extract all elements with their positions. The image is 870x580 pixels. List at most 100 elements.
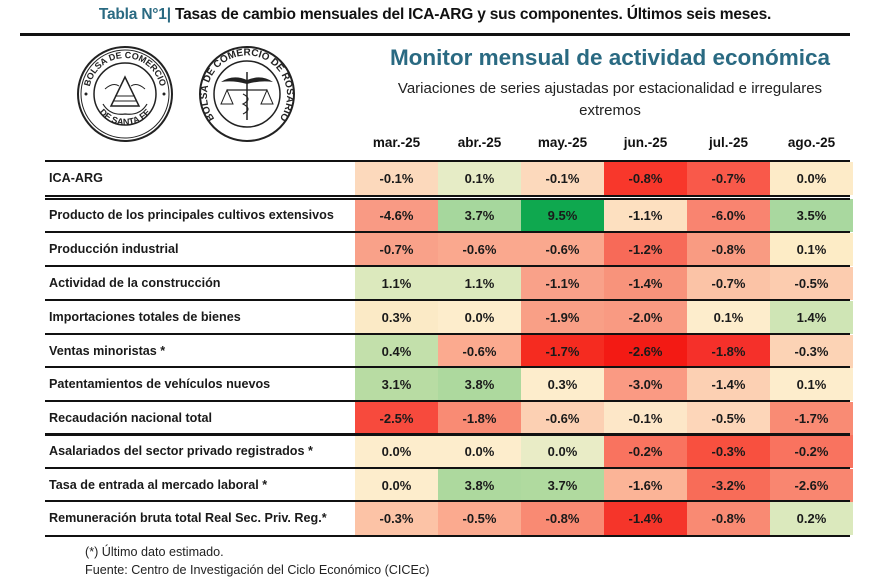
santa-fe-seal-logo: BOLSA DE COMERCIO DE SANTA FE bbox=[77, 46, 173, 142]
svg-text:BOLSA DE COMERCIO: BOLSA DE COMERCIO bbox=[82, 50, 168, 87]
value-cell: 1.1% bbox=[438, 267, 521, 300]
value-cell: -1.4% bbox=[604, 502, 687, 535]
row-divider bbox=[45, 500, 850, 502]
value-cell: 9.5% bbox=[521, 199, 604, 232]
value-cell: -3.0% bbox=[604, 368, 687, 401]
table-row: Actividad de la construcción 1.1% 1.1% -1.1… bbox=[45, 267, 853, 300]
source-note: Fuente: Centro de Investigación del Cicl… bbox=[85, 563, 430, 577]
column-header-may: may.-25 bbox=[537, 135, 588, 150]
value-cell: 3.5% bbox=[770, 199, 853, 232]
value-cell: -0.2% bbox=[770, 435, 853, 468]
value-cell: -1.4% bbox=[604, 267, 687, 300]
value-cell: 0.0% bbox=[355, 435, 438, 468]
row-label: Patentamientos de vehículos nuevos bbox=[49, 377, 271, 391]
row-divider bbox=[45, 231, 850, 233]
value-cell: 1.4% bbox=[770, 301, 853, 334]
value-cell: 1.1% bbox=[355, 267, 438, 300]
value-cell: -0.5% bbox=[770, 267, 853, 300]
table-row: Tasa de entrada al mercado laboral * 0.0%… bbox=[45, 469, 853, 502]
value-cell: -1.1% bbox=[604, 199, 687, 232]
value-cell: -2.5% bbox=[355, 402, 438, 435]
value-cell: -0.8% bbox=[687, 502, 770, 535]
value-cell: -2.6% bbox=[770, 469, 853, 502]
value-cell: 0.0% bbox=[770, 162, 853, 195]
table-row: ICA-ARG -0.1% 0.1% -0.1% -0.8% -0.7% 0.0% bbox=[45, 162, 853, 195]
value-cell: -0.7% bbox=[687, 267, 770, 300]
value-cell: -0.3% bbox=[687, 435, 770, 468]
column-header-ago: ago.-25 bbox=[787, 135, 836, 150]
value-cell: 0.0% bbox=[438, 435, 521, 468]
column-headers: mar.-25 abr.-25 may.-25 jun.-25 jul.-25 … bbox=[355, 135, 855, 155]
row-divider bbox=[45, 433, 850, 436]
row-divider bbox=[45, 535, 850, 537]
row-label: Actividad de la construcción bbox=[49, 276, 221, 290]
value-cell: -1.4% bbox=[687, 368, 770, 401]
value-cell: -0.3% bbox=[770, 335, 853, 368]
table-number: Tabla N°1| bbox=[98, 6, 171, 23]
footnote: (*) Último dato estimado. bbox=[85, 545, 224, 559]
value-cell: -0.6% bbox=[438, 233, 521, 266]
row-divider bbox=[45, 198, 850, 200]
row-label: Asalariados del sector privado registrad… bbox=[49, 444, 313, 458]
value-cell: -0.1% bbox=[355, 162, 438, 195]
column-header-mar: mar.-25 bbox=[372, 135, 421, 150]
value-cell: -0.1% bbox=[604, 402, 687, 435]
value-cell: 0.3% bbox=[521, 368, 604, 401]
row-divider bbox=[45, 265, 850, 267]
row-label: Producción industrial bbox=[49, 242, 179, 256]
table-row: Ventas minoristas * 0.4% -0.6% -1.7% -2.6% -1… bbox=[45, 335, 853, 368]
row-label: Ventas minoristas * bbox=[49, 344, 166, 358]
value-cell: -0.8% bbox=[604, 162, 687, 195]
rosario-seal-logo: BOLSA DE COMERCIO DE ROSARIO bbox=[199, 46, 295, 142]
value-cell: 0.1% bbox=[770, 233, 853, 266]
monitor-title: Monitor mensual de actividad económica bbox=[389, 45, 831, 70]
value-cell: 3.1% bbox=[355, 368, 438, 401]
table-row: Patentamientos de vehículos nuevos 3.1% 3.… bbox=[45, 368, 853, 401]
value-cell: 0.0% bbox=[521, 435, 604, 468]
value-cell: 0.1% bbox=[438, 162, 521, 195]
value-cell: 0.1% bbox=[770, 368, 853, 401]
value-cell: -0.8% bbox=[521, 502, 604, 535]
value-cell: 3.8% bbox=[438, 368, 521, 401]
value-cell: -3.2% bbox=[687, 469, 770, 502]
table-caption-text: Tasas de cambio mensuales del ICA-ARG y … bbox=[170, 6, 772, 23]
value-cell: -1.2% bbox=[604, 233, 687, 266]
top-rule bbox=[20, 33, 850, 36]
value-cell: -0.7% bbox=[355, 233, 438, 266]
value-cell: -0.1% bbox=[521, 162, 604, 195]
value-cell: -0.6% bbox=[438, 335, 521, 368]
row-divider bbox=[45, 400, 850, 402]
column-header-jul: jul.-25 bbox=[708, 135, 748, 150]
monitor-subtitle-line2: extremos bbox=[579, 102, 641, 119]
value-cell: 0.4% bbox=[355, 335, 438, 368]
value-cell: -1.9% bbox=[521, 301, 604, 334]
value-cell: 0.3% bbox=[355, 301, 438, 334]
table-row: Importaciones totales de bienes 0.3% 0.0% -… bbox=[45, 301, 853, 334]
value-cell: -1.7% bbox=[770, 402, 853, 435]
column-header-abr: abr.-25 bbox=[457, 135, 502, 150]
value-cell: -0.7% bbox=[687, 162, 770, 195]
row-label: Tasa de entrada al mercado laboral * bbox=[49, 478, 268, 492]
row-label: Remuneración bruta total Real Sec. Priv.… bbox=[49, 511, 327, 525]
value-cell: -1.1% bbox=[521, 267, 604, 300]
row-divider bbox=[45, 299, 850, 301]
value-cell: 3.7% bbox=[438, 199, 521, 232]
row-divider bbox=[45, 467, 850, 469]
row-label: Importaciones totales de bienes bbox=[49, 310, 241, 324]
row-label: Producto de los principales cultivos ext… bbox=[49, 208, 334, 222]
row-divider bbox=[45, 333, 850, 335]
value-cell: -1.8% bbox=[438, 402, 521, 435]
value-cell: -2.6% bbox=[604, 335, 687, 368]
value-cell: -1.8% bbox=[687, 335, 770, 368]
row-divider bbox=[45, 195, 850, 197]
value-cell: 0.0% bbox=[438, 301, 521, 334]
value-cell: 3.8% bbox=[438, 469, 521, 502]
row-label: Recaudación nacional total bbox=[49, 411, 213, 425]
column-header-jun: jun.-25 bbox=[623, 135, 668, 150]
value-cell: -0.6% bbox=[521, 233, 604, 266]
svg-text:DE SANTA FE: DE SANTA FE bbox=[98, 107, 153, 127]
value-cell: 0.0% bbox=[355, 469, 438, 502]
value-cell: 3.7% bbox=[521, 469, 604, 502]
value-cell: -0.2% bbox=[604, 435, 687, 468]
table-row: Asalariados del sector privado registrad… bbox=[45, 435, 853, 468]
